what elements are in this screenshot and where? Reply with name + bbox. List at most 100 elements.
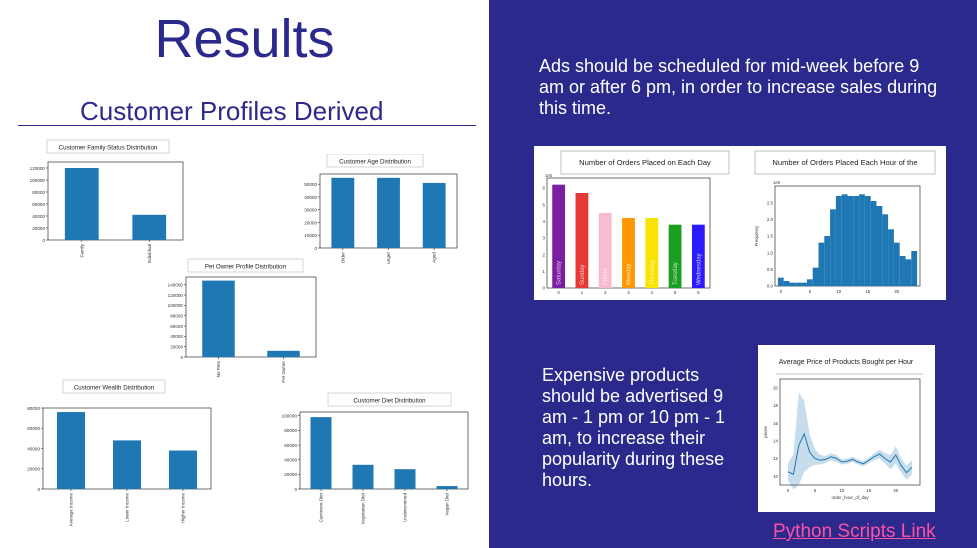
x-tick-label: No Pets xyxy=(216,360,221,377)
chart-title-box xyxy=(560,150,730,175)
chart-title-box xyxy=(187,258,304,273)
x-tick-label: Vegan Diet xyxy=(445,492,450,515)
y-tick-label: 20000 xyxy=(284,472,297,477)
histogram-bar xyxy=(841,194,848,286)
y-tick-label: 40000 xyxy=(284,457,297,462)
bar xyxy=(377,177,400,248)
x-tick-label: Pet Owner xyxy=(281,361,286,383)
diet-chart: Customer Diet Distribution 0 20000 40000 600… xyxy=(282,392,469,524)
y-tick-label: 20000 xyxy=(170,344,183,349)
bar xyxy=(552,184,566,288)
y-axis-label: prices xyxy=(763,425,768,438)
x-tick-label: 5 xyxy=(674,290,677,295)
histogram-bar xyxy=(911,251,918,286)
y-tick-label: 100000 xyxy=(168,303,184,308)
histogram-bar xyxy=(905,259,912,286)
chart-title: Number of Orders Placed Each Hour of the xyxy=(772,158,917,167)
histogram-bar xyxy=(824,236,831,286)
x-tick-label: Undetermined xyxy=(403,493,408,522)
y-tick-label: 2.5 xyxy=(767,200,774,205)
y-tick-label: 14 xyxy=(773,438,778,443)
y-tick-label: 0 xyxy=(543,286,546,291)
y-tick-label: 0.0 xyxy=(767,284,774,289)
x-tick-label: Individual xyxy=(147,244,152,263)
bar-label: Saturday xyxy=(557,261,563,285)
wealth-chart: Customer Wealth Distribution 0 20000 40000 6… xyxy=(27,379,212,527)
orders-by-day-chart: Number of Orders Placed on Each Day 1e5 0 1… xyxy=(543,150,730,295)
y-tick-label: 120000 xyxy=(30,166,46,171)
x-tick-label: Average Income xyxy=(69,493,74,527)
histogram-bar xyxy=(847,196,854,286)
x-tick-label: Carnivore Diet xyxy=(319,492,324,522)
histogram-bar xyxy=(806,279,813,286)
y-tick-label: 120000 xyxy=(168,293,184,298)
x-tick-label: 10 xyxy=(836,289,841,294)
y-tick-label: 10 xyxy=(773,474,778,479)
x-tick-label: 15 xyxy=(866,488,871,493)
bar xyxy=(202,280,235,357)
y-tick-label: 40000 xyxy=(170,334,183,339)
histogram-bar xyxy=(864,196,871,286)
y-tick-label: 16 xyxy=(773,421,778,426)
y-tick-label: 2.0 xyxy=(767,217,774,222)
x-tick-label: 2 xyxy=(604,290,607,295)
x-tick-label: 10 xyxy=(839,488,844,493)
plot-frame xyxy=(185,276,317,358)
chart-title-box xyxy=(754,150,936,175)
chart-title: Customer Family Status Distribution xyxy=(59,145,158,152)
python-scripts-link[interactable]: Python Scripts Link xyxy=(773,521,936,542)
histogram-bar xyxy=(801,282,807,286)
y-tick-label: 1.5 xyxy=(767,234,774,239)
y-tick-label: 100000 xyxy=(282,413,298,418)
chart-title-box xyxy=(62,379,166,394)
chart-title-box xyxy=(327,392,452,407)
bar xyxy=(57,412,85,489)
histogram-bar xyxy=(899,256,906,286)
y-tick-label: 50000 xyxy=(304,182,317,187)
y-tick-label: 1.0 xyxy=(767,250,774,255)
chart-title: Customer Age Distribution xyxy=(339,159,411,166)
bar xyxy=(422,182,446,248)
bar xyxy=(310,417,332,489)
y-tick-label: 60000 xyxy=(170,324,183,329)
bar xyxy=(331,177,355,248)
x-tick-label: 6 xyxy=(697,290,700,295)
x-tick-label: 15 xyxy=(865,289,870,294)
slide-title: Results xyxy=(154,9,335,69)
x-tick-label: 5 xyxy=(809,289,812,294)
x-tick-label: 4 xyxy=(651,290,654,295)
histogram-bar xyxy=(795,282,802,286)
bar-label: Friday xyxy=(603,268,609,285)
plot-frame xyxy=(299,411,469,490)
bar xyxy=(622,218,635,288)
y-tick-label: 6 xyxy=(543,186,546,191)
pricing-insight: Expensive products should be advertised … xyxy=(542,365,726,490)
y-tick-label: 0 xyxy=(180,355,183,360)
y-tick-label: 40000 xyxy=(27,446,40,451)
bar xyxy=(436,486,458,489)
y-tick-label: 80000 xyxy=(27,406,40,411)
x-axis-label: order_hour_of_day xyxy=(831,495,869,500)
bar-label: Sunday xyxy=(580,265,586,285)
histogram-bar xyxy=(876,206,883,286)
title-divider xyxy=(18,125,476,126)
slide-subtitle: Customer Profiles Derived xyxy=(80,96,384,126)
y-tick-label: 20 xyxy=(773,385,778,390)
x-tick-label: Younger xyxy=(386,252,391,264)
x-tick-label: Middle Aged xyxy=(432,252,437,264)
histogram-bar xyxy=(893,242,900,286)
x-tick-label: 20 xyxy=(894,289,899,294)
pet-owner-chart: Pet Owner Profile Distribution 0 20000 4000… xyxy=(168,258,317,383)
bar xyxy=(645,218,659,288)
schedule-insight: Ads should be scheduled for mid-week bef… xyxy=(539,56,938,118)
bar xyxy=(132,214,167,240)
y-tick-label: 80000 xyxy=(284,428,297,433)
y-tick-label: 3 xyxy=(543,236,546,241)
bar xyxy=(598,213,612,288)
chart-title: Number of Orders Placed on Each Day xyxy=(579,158,711,167)
y-axis-label: Frequency xyxy=(754,225,759,247)
y-multiplier: 1e6 xyxy=(773,180,781,185)
chart-title: Pet Owner Profile Distribution xyxy=(205,264,287,271)
x-tick-label: 1 xyxy=(581,290,584,295)
bar xyxy=(668,224,682,288)
